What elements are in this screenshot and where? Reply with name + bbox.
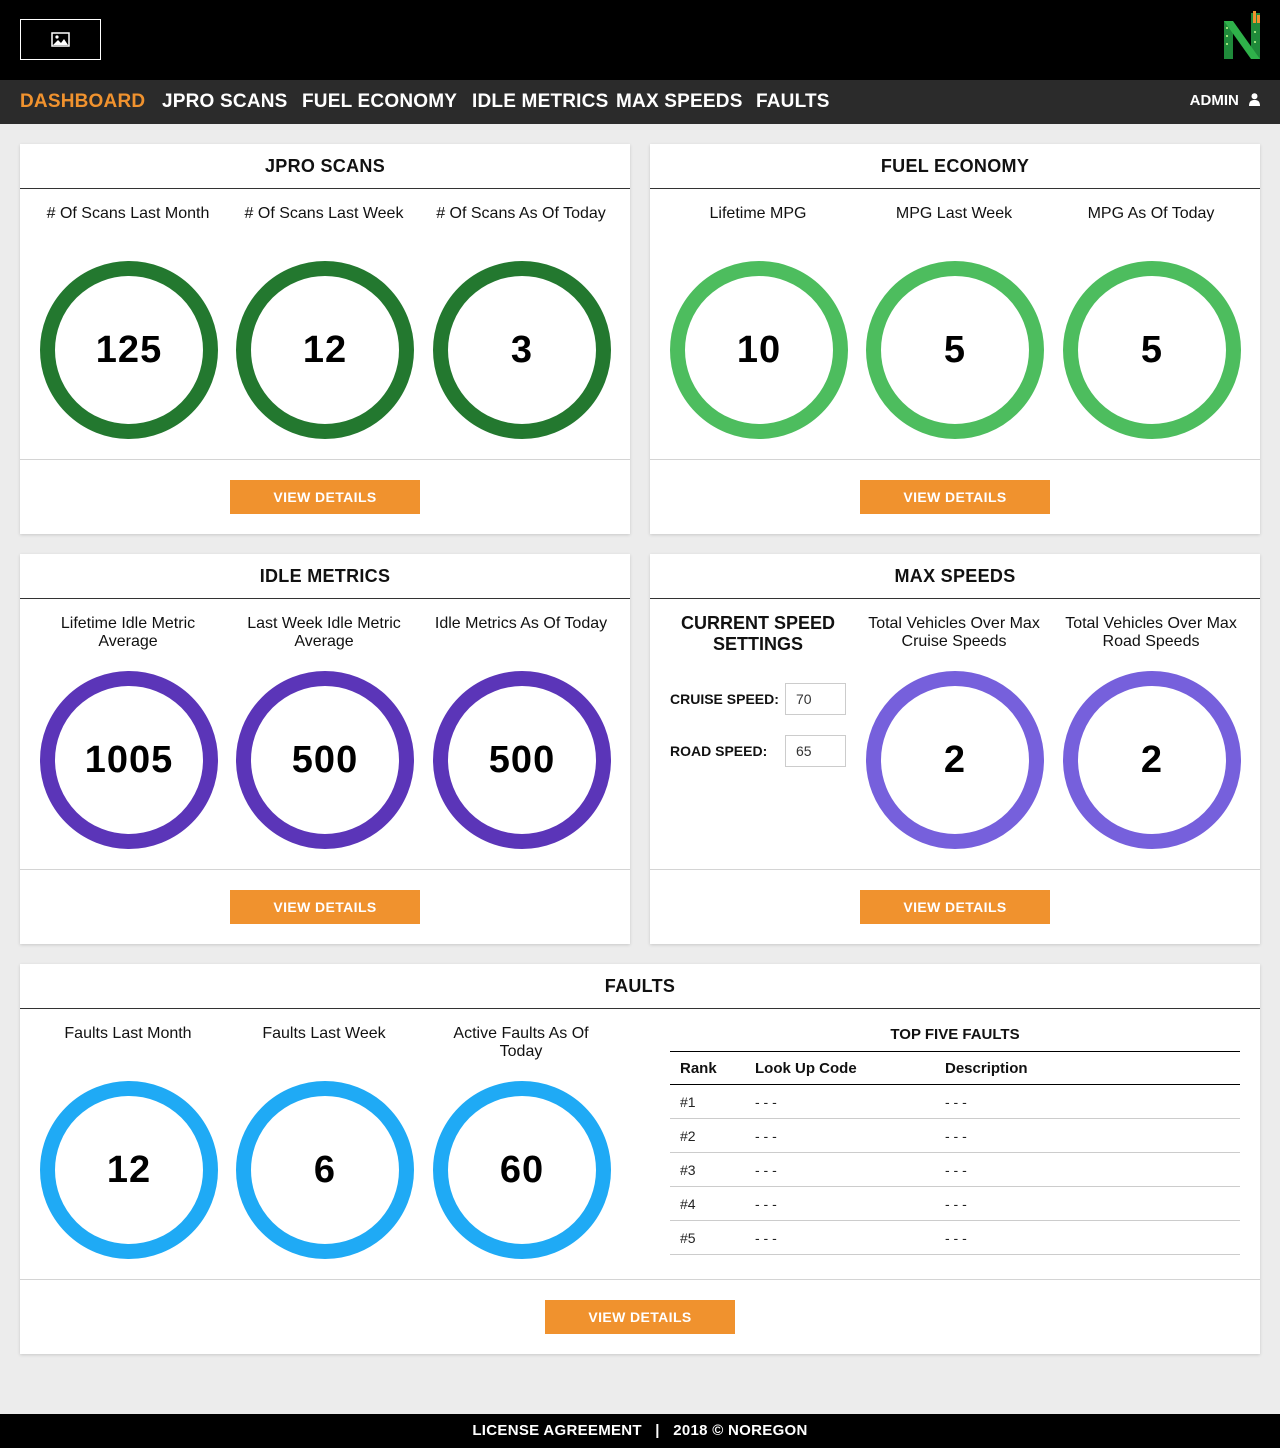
metric-label: # Of Scans Last Week	[244, 205, 404, 222]
footer-text[interactable]: LICENSE AGREEMENT | 2018 © NOREGON	[472, 1422, 808, 1439]
logo-placeholder[interactable]	[20, 19, 101, 60]
nav-fuel-economy[interactable]: FUEL ECONOMY	[302, 91, 458, 112]
view-details-button[interactable]: VIEW DETAILS	[860, 480, 1050, 514]
stat-ring: 5	[1063, 261, 1241, 439]
stat-ring: 6	[236, 1081, 414, 1259]
card-title: FAULTS	[20, 964, 1260, 1009]
stat-ring: 60	[433, 1081, 611, 1259]
description-cell: - - -	[935, 1186, 1240, 1221]
nav-max-speeds[interactable]: MAX SPEEDS	[616, 91, 743, 112]
view-details-button[interactable]: VIEW DETAILS	[230, 480, 420, 514]
card-title: JPRO SCANS	[20, 144, 630, 189]
view-details-button[interactable]: VIEW DETAILS	[545, 1300, 735, 1334]
lookup-code-cell: - - -	[745, 1084, 935, 1119]
lookup-code-cell: - - -	[745, 1152, 935, 1187]
table-row: #2 - - - - - -	[670, 1118, 1240, 1153]
stat-ring: 5	[866, 261, 1044, 439]
view-details-button[interactable]: VIEW DETAILS	[230, 890, 420, 924]
metric-label: Lifetime Idle Metric Average	[60, 615, 196, 650]
noregon-n-icon[interactable]	[1222, 11, 1262, 61]
stat-ring: 12	[40, 1081, 218, 1259]
metric-label: MPG As Of Today	[1087, 205, 1215, 222]
description-cell: - - -	[935, 1152, 1240, 1187]
table-header-row: Rank Look Up Code Description	[670, 1051, 1240, 1085]
stat-ring: 125	[40, 261, 218, 439]
site-footer: LICENSE AGREEMENT | 2018 © NOREGON	[0, 1414, 1280, 1448]
metric-label: Faults Last Month	[64, 1025, 192, 1042]
fuel-economy-card: FUEL ECONOMY Lifetime MPG MPG Last Week …	[650, 144, 1260, 534]
table-row: #3 - - - - - -	[670, 1152, 1240, 1187]
view-details-button[interactable]: VIEW DETAILS	[860, 890, 1050, 924]
nav-faults[interactable]: FAULTS	[756, 91, 830, 112]
stat-ring: 2	[1063, 671, 1241, 849]
card-title: IDLE METRICS	[20, 554, 630, 599]
rank-cell: #4	[670, 1186, 745, 1221]
speed-settings-heading: CURRENT SPEED SETTINGS	[680, 613, 836, 654]
rank-cell: #2	[670, 1118, 745, 1153]
nav-idle-metrics[interactable]: IDLE METRICS	[472, 91, 609, 112]
column-header-rank: Rank	[680, 1059, 717, 1077]
card-footer: VIEW DETAILS	[20, 869, 630, 944]
admin-menu[interactable]: ADMIN	[1190, 80, 1260, 122]
metric-label: # Of Scans Last Month	[46, 205, 210, 222]
table-row: #1 - - - - - -	[670, 1084, 1240, 1119]
lookup-code-cell: - - -	[745, 1220, 935, 1255]
metric-label: Total Vehicles Over Max Road Speeds	[1065, 615, 1237, 650]
stat-ring: 1005	[40, 671, 218, 849]
road-speed-input[interactable]: 65	[785, 735, 846, 767]
column-header-description: Description	[945, 1059, 1028, 1077]
top-faults-table: Rank Look Up Code Description #1 - - - -…	[670, 1051, 1240, 1255]
idle-metrics-card: IDLE METRICS Lifetime Idle Metric Averag…	[20, 554, 630, 944]
admin-label: ADMIN	[1189, 92, 1239, 109]
card-title: FUEL ECONOMY	[650, 144, 1260, 189]
column-header-lookup-code: Look Up Code	[755, 1059, 857, 1077]
nav-jpro-scans[interactable]: JPRO SCANS	[162, 91, 288, 112]
metric-label: Last Week Idle Metric Average	[247, 615, 401, 650]
table-row: #5 - - - - - -	[670, 1220, 1240, 1255]
top-five-faults-title: TOP FIVE FAULTS	[890, 1026, 1020, 1043]
main-nav: DASHBOARD JPRO SCANS FUEL ECONOMY IDLE M…	[0, 80, 1280, 124]
metric-label: Active Faults As Of Today	[453, 1025, 589, 1060]
faults-card: FAULTS Faults Last Month Faults Last Wee…	[20, 964, 1260, 1354]
lookup-code-cell: - - -	[745, 1186, 935, 1221]
stat-ring: 2	[866, 671, 1044, 849]
rank-cell: #1	[670, 1084, 745, 1119]
image-placeholder-icon	[51, 32, 70, 47]
card-footer: VIEW DETAILS	[650, 459, 1260, 534]
nav-dashboard[interactable]: DASHBOARD	[20, 91, 146, 112]
user-icon	[1249, 93, 1260, 106]
road-speed-label: ROAD SPEED:	[670, 743, 768, 759]
stat-ring: 12	[236, 261, 414, 439]
stat-ring: 500	[433, 671, 611, 849]
description-cell: - - -	[935, 1084, 1240, 1119]
description-cell: - - -	[935, 1118, 1240, 1153]
top-bar	[0, 0, 1280, 80]
card-footer: VIEW DETAILS	[20, 1279, 1260, 1354]
cruise-speed-label: CRUISE SPEED:	[670, 691, 779, 707]
max-speeds-card: MAX SPEEDS CURRENT SPEED SETTINGS CRUISE…	[650, 554, 1260, 944]
table-row: #4 - - - - - -	[670, 1186, 1240, 1221]
stat-ring: 500	[236, 671, 414, 849]
metric-label: MPG Last Week	[895, 205, 1013, 222]
rank-cell: #5	[670, 1220, 745, 1255]
metric-label: # Of Scans As Of Today	[436, 205, 606, 222]
card-title: MAX SPEEDS	[650, 554, 1260, 599]
cruise-speed-input[interactable]: 70	[785, 683, 846, 715]
metric-label: Total Vehicles Over Max Cruise Speeds	[868, 615, 1040, 650]
lookup-code-cell: - - -	[745, 1118, 935, 1153]
metric-label: Faults Last Week	[262, 1025, 386, 1042]
stat-ring: 10	[670, 261, 848, 439]
metric-label: Lifetime MPG	[709, 205, 807, 222]
metric-label: Idle Metrics As Of Today	[434, 615, 608, 632]
rank-cell: #3	[670, 1152, 745, 1187]
description-cell: - - -	[935, 1220, 1240, 1255]
card-footer: VIEW DETAILS	[650, 869, 1260, 944]
card-footer: VIEW DETAILS	[20, 459, 630, 534]
jpro-scans-card: JPRO SCANS # Of Scans Last Month # Of Sc…	[20, 144, 630, 534]
stat-ring: 3	[433, 261, 611, 439]
